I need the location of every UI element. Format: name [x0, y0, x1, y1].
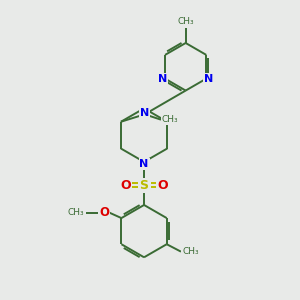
Text: N: N: [204, 74, 213, 84]
Text: CH₃: CH₃: [162, 115, 178, 124]
Text: CH₃: CH₃: [68, 208, 84, 217]
Text: S: S: [140, 178, 148, 192]
Text: N: N: [140, 159, 149, 169]
FancyBboxPatch shape: [99, 207, 110, 218]
Text: O: O: [157, 178, 168, 192]
FancyBboxPatch shape: [157, 179, 168, 191]
Text: O: O: [120, 178, 131, 192]
Text: O: O: [99, 206, 109, 219]
FancyBboxPatch shape: [137, 178, 151, 192]
Text: CH₃: CH₃: [177, 16, 194, 26]
Text: N: N: [140, 108, 149, 118]
FancyBboxPatch shape: [120, 179, 132, 191]
Text: N: N: [158, 74, 167, 84]
Text: CH₃: CH₃: [182, 247, 199, 256]
